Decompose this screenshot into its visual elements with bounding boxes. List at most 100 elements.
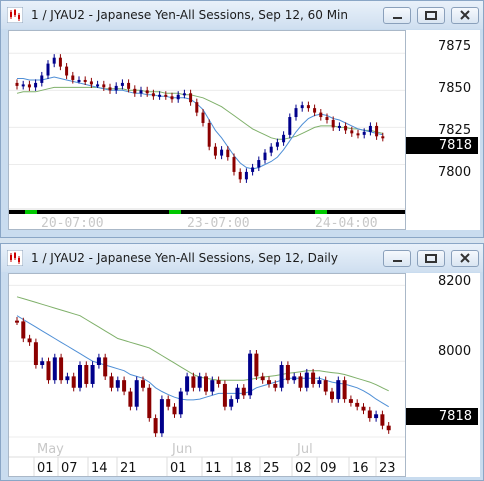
candle-body <box>102 84 106 88</box>
restore-button[interactable] <box>417 7 445 24</box>
candle-body <box>216 380 221 384</box>
candle-body <box>361 406 366 411</box>
candle-body <box>15 82 19 86</box>
candle-body <box>164 94 168 97</box>
candle-body <box>355 402 360 407</box>
day-label: 11 <box>205 461 222 476</box>
window-titlebar[interactable]: 1 / JYAU2 - Japanese Yen-All Sessions, S… <box>1 1 483 29</box>
restore-button[interactable] <box>417 250 445 267</box>
window-title: 1 / JYAU2 - Japanese Yen-All Sessions, S… <box>31 251 338 265</box>
candle-body <box>323 380 328 392</box>
close-button[interactable] <box>451 7 479 24</box>
last-price-marker: 7818 <box>406 408 478 425</box>
candle-body <box>207 122 211 147</box>
candle-body <box>90 365 95 384</box>
candle-body <box>285 365 290 381</box>
candle-body <box>46 63 50 76</box>
candle-body <box>279 365 284 388</box>
candle-body <box>273 383 278 388</box>
day-label: 01 <box>170 461 187 476</box>
candle-body <box>191 376 196 388</box>
window-titlebar[interactable]: 1 / JYAU2 - Japanese Yen-All Sessions, S… <box>1 244 483 272</box>
candle-body <box>311 372 316 384</box>
candle-body <box>115 380 120 388</box>
candle-body <box>189 93 193 103</box>
candle-body <box>226 149 230 158</box>
moving-average-slow <box>16 86 383 140</box>
price-plot[interactable]: May Jun Jul 01 07 14 21 01 11 18 25 02 09 16 23 <box>8 273 406 477</box>
candle-body <box>222 383 227 407</box>
candle-body <box>367 410 372 419</box>
day-label: 09 <box>320 461 337 476</box>
candle-body <box>109 376 114 388</box>
candle-body <box>182 93 186 96</box>
y-tick-label: 7875 <box>438 39 472 54</box>
candle-body <box>229 399 234 407</box>
candle-body <box>298 376 303 388</box>
chart-app-icon <box>7 250 23 266</box>
candle-body <box>306 105 310 109</box>
candle-body <box>40 75 44 83</box>
window-title: 1 / JYAU2 - Japanese Yen-All Sessions, S… <box>31 8 348 22</box>
candle-body <box>342 380 347 400</box>
month-label: Jul <box>296 442 313 457</box>
month-label: May <box>37 442 64 457</box>
candle-body <box>263 152 267 161</box>
candle-body <box>350 130 354 134</box>
close-button[interactable] <box>451 250 479 267</box>
day-label: 07 <box>61 461 78 476</box>
day-label: 21 <box>120 461 137 476</box>
candle-body <box>83 79 87 82</box>
candle-body <box>65 376 70 381</box>
price-axis[interactable]: 8200 8000 7800 <box>406 273 480 477</box>
minimize-icon <box>393 260 402 262</box>
candle-body <box>133 88 137 94</box>
candle-body <box>336 380 341 400</box>
candle-body <box>248 353 253 396</box>
candle-body <box>122 380 127 392</box>
candle-body <box>89 81 93 85</box>
candle-body <box>58 57 62 67</box>
candle-body <box>204 376 208 392</box>
candle-body <box>251 167 255 172</box>
x-tick-label: 20-07:00 <box>41 216 104 229</box>
candle-body <box>127 82 131 89</box>
candle-body <box>147 387 152 419</box>
x-tick-label: 23-07:00 <box>187 216 250 229</box>
candle-body <box>153 418 158 434</box>
y-tick-label: 7825 <box>438 123 472 138</box>
candlestick-chart: 20-07:00 23-07:00 24-04:00 <box>9 52 405 231</box>
candle-body <box>257 160 261 168</box>
candle-body <box>380 414 385 426</box>
candle-body <box>386 425 391 431</box>
y-tick-label: 8000 <box>438 344 472 359</box>
candle-body <box>213 146 217 156</box>
candle-body <box>52 357 57 381</box>
minimize-button[interactable] <box>383 7 411 24</box>
candle-body <box>77 79 81 82</box>
candle-body <box>313 108 317 113</box>
last-price-marker: 7818 <box>406 137 478 154</box>
day-label: 02 <box>295 461 312 476</box>
candle-body <box>356 133 360 136</box>
session-marker <box>315 210 327 214</box>
candle-body <box>34 82 38 88</box>
candle-body <box>108 87 112 91</box>
price-plot[interactable]: 20-07:00 23-07:00 24-04:00 <box>8 30 406 231</box>
candle-body <box>288 117 292 135</box>
candle-body <box>344 125 348 131</box>
close-icon <box>460 10 470 20</box>
candle-body <box>381 136 385 139</box>
candle-body <box>59 357 64 381</box>
day-label: 16 <box>352 461 369 476</box>
session-bar <box>9 210 405 214</box>
candle-body <box>172 406 177 415</box>
minimize-button[interactable] <box>383 250 411 267</box>
candle-body <box>317 380 322 384</box>
candle-body <box>134 380 139 407</box>
candle-body <box>275 142 279 147</box>
candle-body <box>269 146 273 153</box>
candle-body <box>15 320 19 323</box>
candle-body <box>103 357 108 377</box>
price-axis[interactable]: 7875 7850 7825 7800 <box>406 30 480 230</box>
